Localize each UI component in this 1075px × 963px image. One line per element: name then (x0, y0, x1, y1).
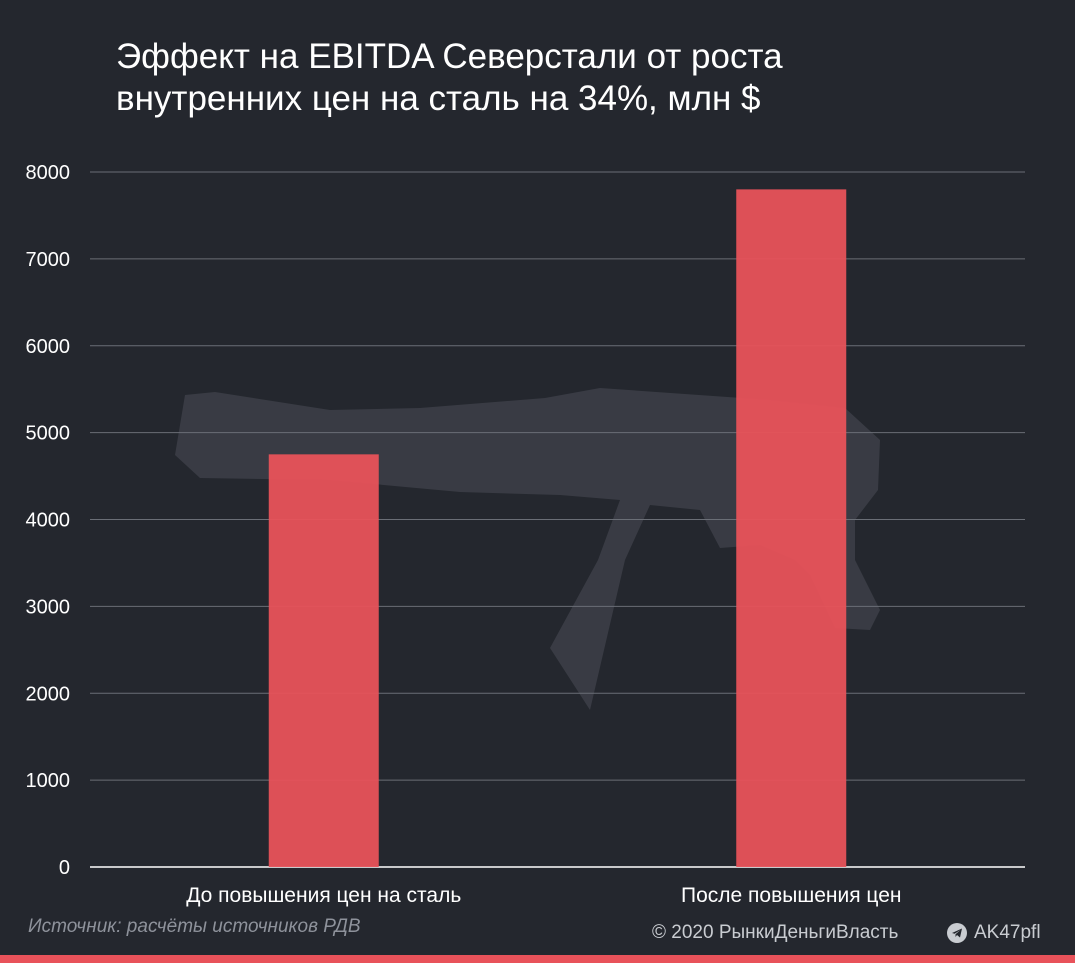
chart-title: Эффект на EBITDA Северстали от роста вну… (116, 36, 1016, 120)
telegram-channel: AK47pfl (947, 922, 1041, 944)
bar (268, 454, 379, 867)
y-tick-label: 2000 (26, 683, 71, 705)
y-tick-label: 4000 (26, 510, 71, 532)
y-tick-label: 7000 (26, 249, 71, 271)
y-tick-label: 8000 (26, 162, 71, 184)
y-tick-label: 3000 (26, 596, 71, 618)
x-tick-label: После повышения цен (681, 884, 901, 907)
bottom-accent-bar (0, 955, 1075, 963)
copyright-text: © 2020 РынкиДеньгиВласть (652, 922, 899, 943)
telegram-icon (947, 923, 967, 943)
y-tick-label: 5000 (26, 423, 71, 445)
y-tick-label: 0 (59, 857, 70, 879)
x-tick-label: До повышения цен на сталь (186, 884, 461, 907)
bar (736, 189, 847, 867)
chart-title-line-2: внутренних цен на сталь на 34%, млн $ (116, 79, 761, 118)
y-tick-label: 1000 (26, 770, 71, 792)
chart-title-line-1: Эффект на EBITDA Северстали от роста (116, 37, 783, 76)
channel-name: AK47pfl (974, 922, 1041, 943)
source-note: Источник: расчёты источников РДВ (28, 916, 361, 937)
y-tick-label: 6000 (26, 336, 71, 358)
